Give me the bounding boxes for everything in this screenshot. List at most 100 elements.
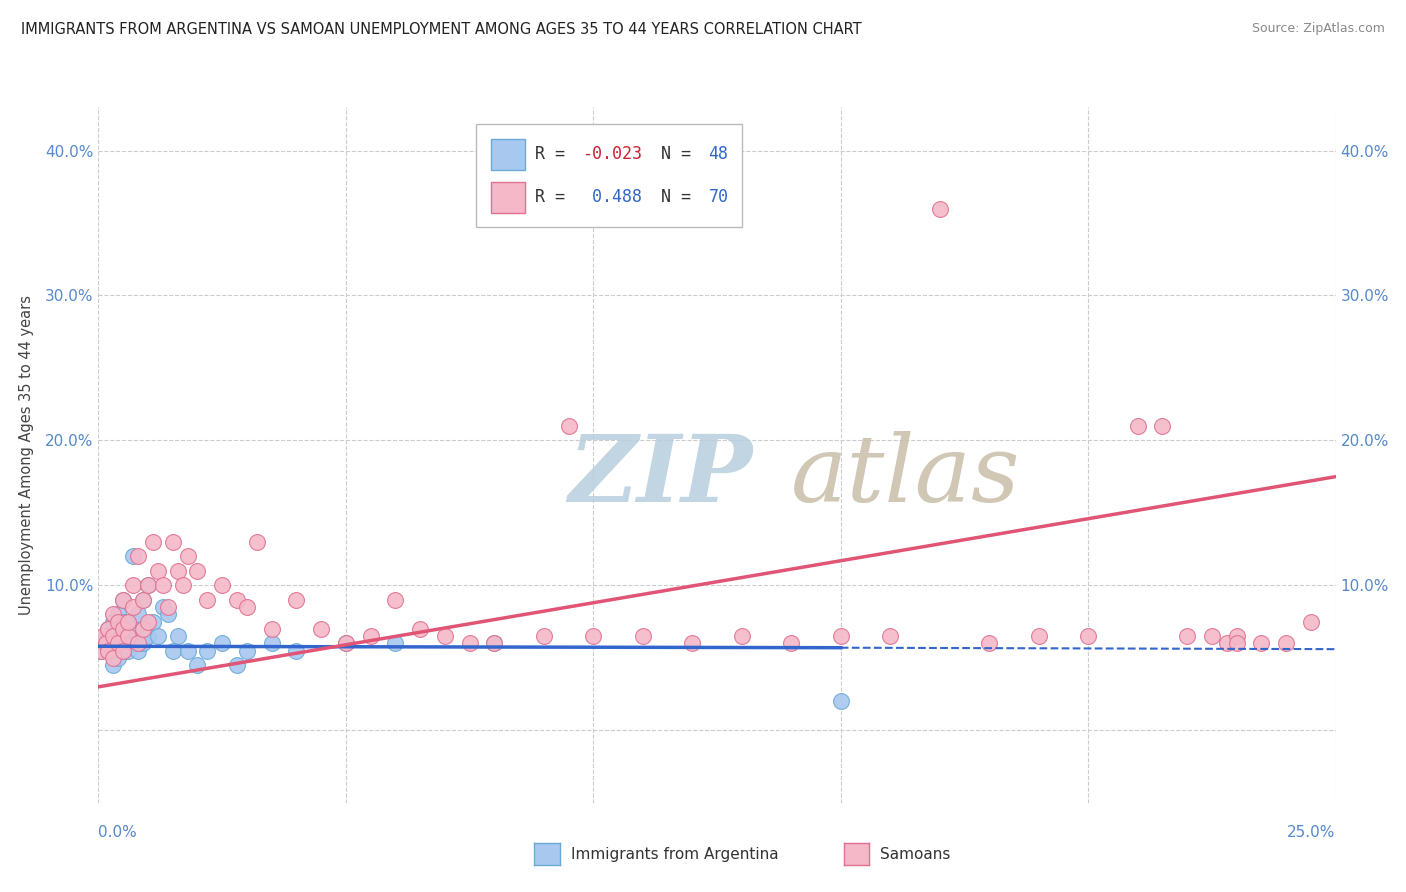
Point — [94, 636, 117, 650]
Text: -0.023: -0.023 — [582, 145, 643, 163]
Point — [1201, 629, 1223, 643]
Point — [93, 629, 115, 643]
Point — [94, 629, 117, 643]
Point — [928, 202, 950, 216]
Point — [360, 629, 382, 643]
Point — [103, 651, 125, 665]
Point — [142, 534, 165, 549]
Point — [103, 615, 125, 629]
Point — [112, 622, 135, 636]
Point — [103, 629, 125, 643]
Point — [97, 622, 120, 636]
Point — [127, 607, 149, 622]
Point — [97, 636, 120, 650]
Point — [152, 600, 174, 615]
Text: 48: 48 — [709, 145, 728, 163]
Point — [117, 629, 139, 643]
Bar — [491, 182, 526, 213]
Point — [309, 622, 332, 636]
Point — [731, 629, 754, 643]
Text: N =: N = — [661, 188, 702, 206]
Bar — [491, 138, 526, 170]
Y-axis label: Unemployment Among Ages 35 to 44 years: Unemployment Among Ages 35 to 44 years — [18, 295, 34, 615]
Point — [384, 636, 406, 650]
Point — [117, 629, 139, 643]
Point — [107, 615, 129, 629]
Text: R =: R = — [536, 188, 575, 206]
Point — [122, 549, 145, 564]
Point — [830, 694, 852, 708]
Point — [112, 629, 135, 643]
Point — [142, 615, 165, 629]
Point — [112, 592, 135, 607]
Point — [103, 629, 125, 643]
Point — [107, 651, 129, 665]
Point — [132, 622, 155, 636]
Point — [103, 607, 125, 622]
Point — [1152, 419, 1174, 434]
Point — [176, 643, 198, 657]
Point — [1226, 636, 1249, 650]
Point — [112, 643, 135, 657]
Point — [1077, 629, 1099, 643]
Point — [122, 622, 145, 636]
Point — [136, 615, 159, 629]
Point — [127, 643, 149, 657]
Point — [122, 600, 145, 615]
Point — [1250, 636, 1272, 650]
Point — [156, 607, 179, 622]
Point — [93, 636, 115, 650]
Point — [484, 636, 506, 650]
Point — [260, 622, 283, 636]
Point — [186, 564, 208, 578]
Point — [107, 636, 129, 650]
Point — [132, 592, 155, 607]
Point — [1226, 629, 1249, 643]
Point — [103, 643, 125, 657]
Point — [103, 658, 125, 673]
Point — [830, 629, 852, 643]
Point — [122, 636, 145, 650]
Point — [484, 636, 506, 650]
Point — [136, 578, 159, 592]
Text: 25.0%: 25.0% — [1288, 825, 1336, 840]
Point — [458, 636, 481, 650]
Point — [112, 615, 135, 629]
Point — [226, 592, 249, 607]
Point — [107, 607, 129, 622]
Point — [582, 629, 605, 643]
Point — [285, 592, 308, 607]
Point — [211, 636, 233, 650]
Point — [1175, 629, 1198, 643]
Point — [433, 629, 456, 643]
Point — [97, 643, 120, 657]
Point — [90, 643, 112, 657]
Point — [166, 564, 188, 578]
Text: Immigrants from Argentina: Immigrants from Argentina — [571, 847, 779, 862]
Point — [136, 629, 159, 643]
Point — [879, 629, 901, 643]
Point — [112, 643, 135, 657]
Point — [162, 643, 184, 657]
Point — [132, 592, 155, 607]
Point — [127, 636, 149, 650]
Point — [409, 622, 432, 636]
Text: Samoans: Samoans — [880, 847, 950, 862]
Point — [186, 658, 208, 673]
Text: 70: 70 — [709, 188, 728, 206]
Point — [136, 578, 159, 592]
Point — [1216, 636, 1239, 650]
Point — [195, 592, 218, 607]
Point — [112, 592, 135, 607]
Point — [557, 419, 579, 434]
Point — [236, 643, 259, 657]
Point — [122, 578, 145, 592]
Point — [117, 643, 139, 657]
Point — [176, 549, 198, 564]
Point — [107, 622, 129, 636]
Point — [90, 643, 112, 657]
Point — [384, 592, 406, 607]
Point — [681, 636, 703, 650]
Point — [211, 578, 233, 592]
Text: R =: R = — [536, 145, 575, 163]
